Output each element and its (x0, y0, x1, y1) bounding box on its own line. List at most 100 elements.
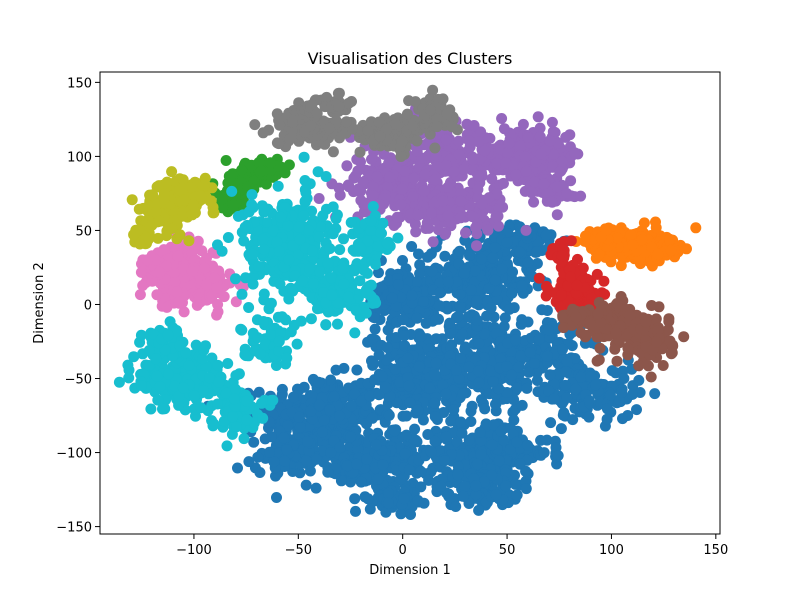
data-point (498, 177, 509, 189)
data-point (542, 324, 554, 336)
data-point (546, 116, 558, 128)
data-point (473, 377, 485, 389)
data-point (372, 473, 384, 485)
data-point (506, 287, 518, 299)
data-point (575, 371, 587, 383)
data-point (422, 429, 434, 440)
data-point (455, 416, 467, 428)
data-point (230, 273, 241, 285)
data-point (361, 287, 373, 299)
data-point (293, 411, 305, 423)
cluster-2-points (207, 153, 295, 218)
data-point (500, 480, 512, 492)
data-point (425, 207, 437, 219)
data-point (274, 278, 286, 290)
data-point (583, 411, 595, 423)
data-point (300, 479, 312, 491)
data-point (264, 446, 275, 458)
data-point (617, 413, 628, 425)
data-point (459, 480, 471, 492)
data-point (326, 289, 338, 301)
data-point (560, 366, 572, 378)
data-point (511, 436, 523, 448)
data-point (415, 466, 427, 477)
data-point (343, 97, 355, 109)
data-point (247, 248, 259, 260)
data-point (406, 290, 418, 301)
data-point (429, 411, 441, 423)
data-point (444, 328, 456, 340)
data-point (432, 161, 443, 173)
data-point (585, 371, 597, 383)
data-point (429, 397, 441, 409)
data-point (601, 403, 613, 415)
data-point (442, 181, 454, 193)
data-point (521, 382, 533, 394)
data-point (633, 374, 645, 386)
data-point (543, 385, 555, 397)
data-point (438, 407, 450, 418)
data-point (487, 376, 499, 388)
data-point (352, 165, 364, 177)
data-point (381, 342, 393, 354)
data-point (515, 350, 527, 362)
data-point (364, 391, 376, 402)
data-point (535, 148, 547, 160)
data-point (453, 149, 465, 161)
data-point (559, 379, 571, 391)
data-point (425, 446, 437, 458)
data-point (501, 361, 513, 372)
data-point (226, 185, 238, 197)
data-point (257, 127, 269, 139)
data-point (332, 87, 344, 99)
data-point (151, 289, 163, 301)
data-point (565, 271, 576, 283)
data-point (551, 181, 563, 193)
data-point (456, 427, 468, 439)
data-point (540, 229, 552, 241)
data-point (299, 175, 311, 186)
data-point (439, 250, 451, 262)
data-point (651, 336, 662, 348)
data-point (172, 250, 184, 262)
data-point (460, 227, 471, 239)
data-point (305, 405, 317, 417)
data-point (510, 169, 522, 181)
data-point (547, 149, 559, 160)
data-point (313, 376, 325, 388)
data-point (500, 157, 512, 169)
data-point (451, 436, 463, 448)
data-point (271, 492, 282, 503)
data-point (216, 202, 228, 214)
data-point (247, 202, 259, 214)
data-point (425, 104, 436, 116)
data-point (503, 137, 515, 149)
data-point (418, 497, 430, 509)
data-point (238, 235, 250, 247)
data-point (520, 165, 532, 177)
data-point (253, 386, 265, 398)
data-point (431, 121, 443, 133)
data-point (134, 289, 146, 301)
data-point (407, 191, 419, 202)
data-point (454, 300, 466, 312)
data-point (503, 303, 515, 315)
data-point (366, 153, 377, 165)
data-point (510, 334, 521, 346)
data-point (561, 392, 573, 404)
data-point (239, 221, 251, 233)
data-point (208, 207, 220, 219)
data-point (227, 177, 239, 189)
data-point (524, 347, 536, 358)
data-point (349, 493, 361, 505)
data-point (393, 279, 404, 291)
data-point (565, 235, 577, 247)
data-point (458, 268, 470, 279)
data-point (349, 388, 361, 400)
data-point (513, 361, 525, 373)
data-point (279, 455, 291, 467)
data-point (345, 476, 356, 488)
data-point (330, 213, 342, 225)
data-point (426, 265, 438, 277)
data-point (283, 254, 295, 266)
